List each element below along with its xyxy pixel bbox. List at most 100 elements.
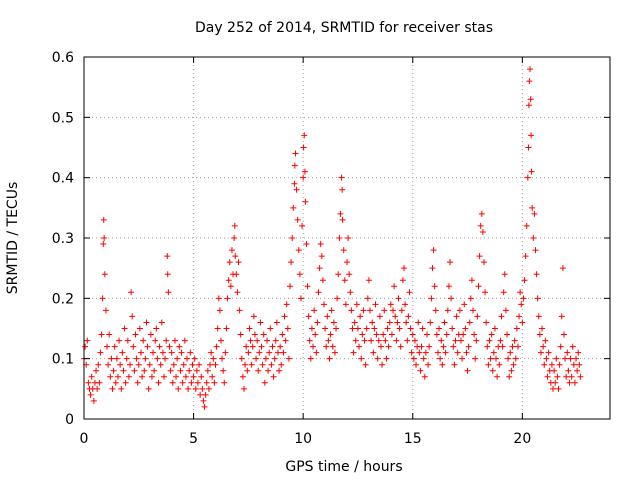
data-point — [300, 174, 307, 181]
data-point — [118, 385, 125, 392]
data-point — [339, 186, 346, 193]
data-point — [186, 367, 193, 374]
data-point — [224, 295, 231, 302]
data-point — [152, 337, 159, 344]
data-point — [214, 325, 221, 332]
data-point — [188, 379, 195, 386]
data-point — [282, 337, 289, 344]
data-point — [349, 325, 356, 332]
data-point — [354, 325, 361, 332]
data-point — [256, 349, 263, 356]
data-point — [259, 361, 266, 368]
data-point — [202, 391, 209, 398]
data-point — [179, 379, 186, 386]
data-point — [314, 319, 321, 326]
data-point — [140, 337, 147, 344]
data-point — [333, 325, 340, 332]
data-point — [550, 385, 557, 392]
data-point — [85, 379, 92, 386]
data-point — [176, 343, 183, 350]
data-point — [485, 361, 492, 368]
data-point — [324, 313, 331, 320]
data-point — [453, 313, 460, 320]
data-point — [102, 307, 109, 314]
data-points — [81, 66, 584, 410]
data-point — [507, 349, 514, 356]
data-point — [476, 253, 483, 260]
y-tick-label: 0.4 — [52, 171, 74, 187]
data-point — [269, 343, 276, 350]
data-point — [361, 337, 368, 344]
data-point — [216, 307, 223, 314]
data-point — [114, 373, 121, 380]
data-point — [395, 295, 402, 302]
data-point — [337, 210, 344, 217]
data-point — [121, 325, 128, 332]
data-point — [146, 361, 153, 368]
data-point — [394, 319, 401, 326]
data-point — [428, 295, 435, 302]
data-point — [306, 337, 313, 344]
data-point — [266, 349, 273, 356]
data-point — [566, 379, 573, 386]
data-point — [290, 204, 297, 211]
data-point — [181, 337, 188, 344]
data-point — [375, 337, 382, 344]
data-point — [562, 355, 569, 362]
data-point — [528, 168, 535, 175]
data-point — [155, 379, 162, 386]
data-point — [482, 289, 489, 296]
data-point — [527, 96, 534, 103]
data-point — [168, 349, 175, 356]
data-point — [329, 343, 336, 350]
data-point — [462, 325, 469, 332]
data-point — [262, 355, 269, 362]
data-point — [143, 319, 150, 326]
data-point — [344, 259, 350, 266]
data-point — [268, 361, 275, 368]
data-point — [548, 361, 555, 368]
data-point — [449, 325, 456, 332]
data-point — [543, 355, 550, 362]
data-point — [528, 132, 535, 139]
data-point — [529, 204, 536, 211]
data-point — [468, 277, 475, 284]
data-point — [293, 186, 300, 193]
data-point — [466, 319, 473, 326]
data-point — [520, 295, 527, 302]
data-point — [113, 355, 120, 362]
data-point — [513, 325, 520, 332]
data-point — [305, 313, 312, 320]
data-point — [300, 144, 307, 151]
data-point — [177, 367, 184, 374]
data-point — [477, 222, 484, 229]
data-point — [402, 301, 409, 308]
x-tick-label: 20 — [513, 431, 531, 447]
data-point — [367, 307, 374, 314]
data-point — [131, 367, 138, 374]
data-point — [573, 355, 580, 362]
data-point — [467, 295, 474, 302]
data-point — [236, 307, 243, 314]
data-point — [283, 301, 290, 308]
data-point — [296, 271, 303, 278]
data-point — [233, 271, 240, 278]
data-point — [185, 385, 192, 392]
data-point — [498, 313, 505, 320]
data-point — [276, 367, 283, 374]
data-point — [175, 385, 182, 392]
data-point — [119, 349, 126, 356]
data-point — [505, 355, 512, 362]
data-point — [174, 355, 181, 362]
data-point — [433, 331, 440, 338]
data-point — [319, 277, 326, 284]
data-point — [415, 319, 422, 326]
data-point — [189, 361, 196, 368]
data-point — [151, 367, 158, 374]
data-point — [142, 355, 149, 362]
data-point — [132, 331, 139, 338]
data-point — [399, 277, 406, 284]
data-point — [162, 355, 169, 362]
data-point — [278, 361, 285, 368]
data-point — [358, 355, 365, 362]
